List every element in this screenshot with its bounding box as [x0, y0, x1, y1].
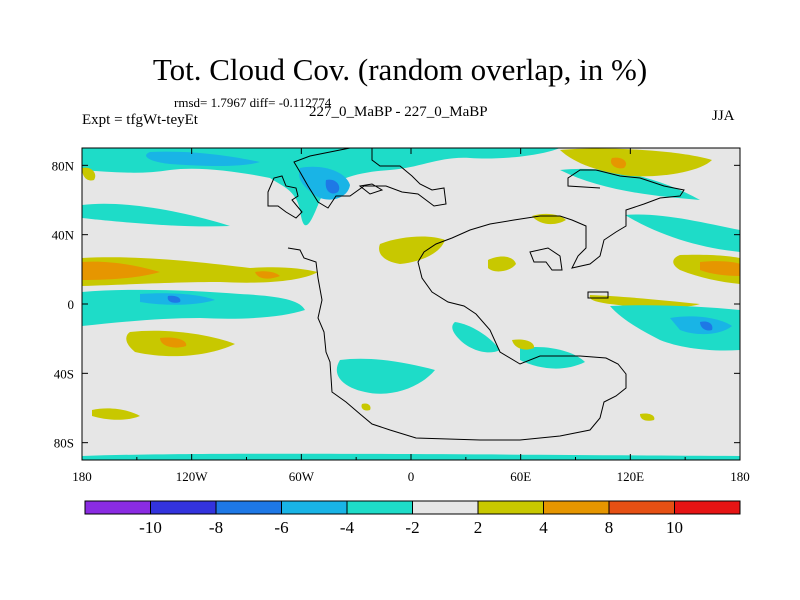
- colorbar: -10 -8 -6 -4 -2 2 4 8 10: [84, 500, 741, 537]
- x-tick-label: 180: [730, 469, 750, 484]
- coastlines: [267, 147, 685, 441]
- x-tick-label: 180: [72, 469, 92, 484]
- contour-pos-equator-band: [82, 257, 318, 286]
- season-label: JJA: [712, 108, 735, 124]
- colorbar-swatch: [608, 500, 675, 515]
- colorbar-label: 10: [666, 518, 683, 537]
- axis-ticks: 180 120W 60W 0 60E 120E 180 80N 40N 0 40S 80S: [52, 148, 750, 484]
- plot-title: Tot. Cloud Cov. (random overlap, in %): [152, 52, 648, 87]
- contour-pos-equator-core-2: [255, 271, 280, 279]
- coastline-south-block: [287, 169, 685, 441]
- colorbar-swatch: [543, 500, 610, 515]
- contour-neg-south-1: [336, 358, 435, 394]
- y-tick-label: 80N: [52, 158, 75, 173]
- colorbar-label: 8: [605, 518, 614, 537]
- contour-neg-africa: [452, 322, 500, 353]
- colorbar-swatch: [281, 500, 348, 515]
- colorbar-label: -8: [209, 518, 223, 537]
- contour-neg-east-band: [610, 305, 740, 351]
- colorbar-label: -2: [405, 518, 419, 537]
- colorbar-swatch: [412, 500, 479, 515]
- contour-neg-west-north: [82, 203, 230, 227]
- contour-pos-south-1-core: [160, 337, 187, 348]
- contour-pos-equator-core: [82, 261, 160, 280]
- x-tick-label: 60W: [289, 469, 315, 484]
- x-tick-label: 120E: [617, 469, 645, 484]
- y-tick-label: 0: [68, 297, 75, 312]
- subtitle: 227_0_MaBP - 227_0_MaBP: [309, 104, 488, 120]
- coastline-island-north: [358, 183, 384, 195]
- contour-neg-south-2: [520, 346, 585, 369]
- colorbar-label: 4: [539, 518, 548, 537]
- colorbar-label: -4: [340, 518, 355, 537]
- x-tick-label: 0: [408, 469, 415, 484]
- contour-fields: [82, 148, 740, 460]
- colorbar-swatch: [477, 500, 544, 515]
- y-tick-label: 40S: [54, 366, 74, 381]
- y-tick-label: 80S: [54, 436, 74, 451]
- contour-neg-north-3: [560, 168, 700, 200]
- x-tick-label: 120W: [176, 469, 209, 484]
- colorbar-swatch: [674, 500, 741, 515]
- contour-pos-north-3: [82, 167, 96, 181]
- colorbar-swatch: [84, 500, 151, 515]
- x-tick-label: 60E: [510, 469, 531, 484]
- contour-neg-north-2: [146, 151, 260, 166]
- contour-neg-equator-core: [167, 295, 181, 303]
- stats-text: rmsd= 1.7967 diff= -0.112774: [174, 95, 332, 110]
- experiment-label: Expt = tfgWt-teyEt: [82, 112, 198, 128]
- coastline-island-east: [587, 291, 609, 299]
- contour-pos-south-4: [640, 413, 655, 421]
- contour-pos-east-2: [589, 295, 700, 308]
- colorbar-swatch: [215, 500, 282, 515]
- y-tick-label: 40N: [52, 228, 75, 243]
- contour-pos-south-5: [361, 403, 371, 411]
- contour-pos-south-2: [92, 408, 140, 420]
- contour-neg-north-core: [325, 179, 340, 194]
- contour-pos-north-2: [610, 157, 627, 169]
- contour-pos-north-4: [379, 236, 445, 264]
- contour-neg-equator-band: [82, 289, 305, 326]
- contour-pos-east-core: [700, 261, 740, 276]
- coastline-north-america: [267, 175, 303, 219]
- colorbar-label: 2: [474, 518, 483, 537]
- contour-pos-south-3: [512, 339, 535, 350]
- colorbar-swatch: [346, 500, 413, 515]
- colorbar-swatch: [150, 500, 217, 515]
- coastline-east-notch: [529, 247, 563, 271]
- colorbar-label: -6: [274, 518, 288, 537]
- colorbar-label: -10: [139, 518, 162, 537]
- contour-neg-pacific-north: [625, 214, 740, 252]
- coastline-north-continent: [293, 147, 447, 209]
- contour-neg-east-core: [700, 321, 713, 331]
- contour-pos-north-5: [488, 256, 516, 272]
- contour-pos-north-1: [560, 148, 712, 177]
